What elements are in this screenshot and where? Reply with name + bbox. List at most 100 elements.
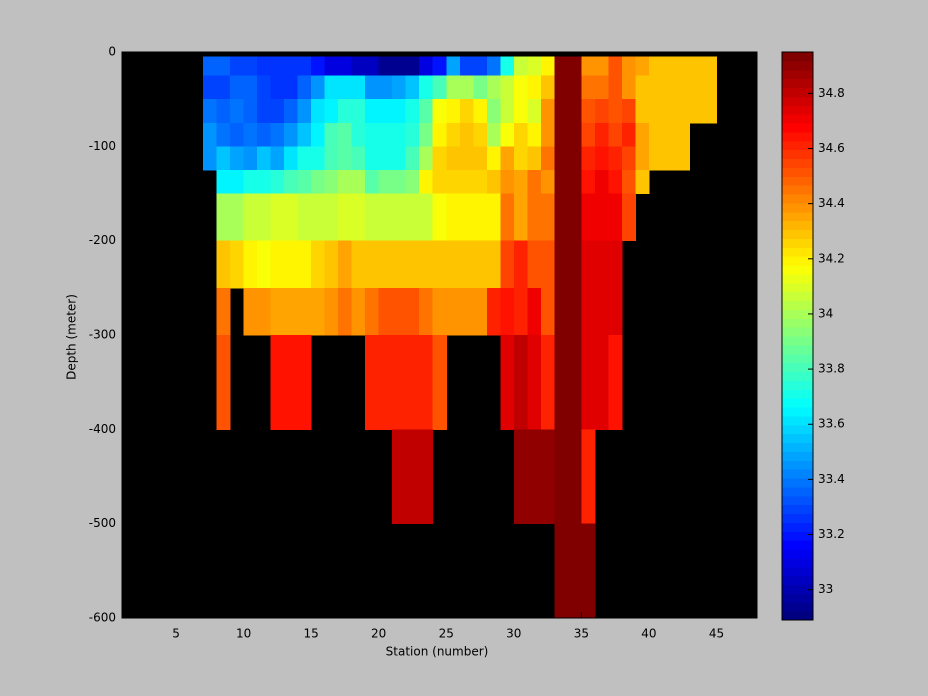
heatmap-cell xyxy=(270,169,285,194)
heatmap-cell xyxy=(446,169,461,194)
x-tick-label: 10 xyxy=(236,627,251,641)
colorbar-tick-label: 34.6 xyxy=(818,141,845,155)
heatmap-cell xyxy=(365,122,380,147)
heatmap-cell xyxy=(270,56,285,77)
heatmap-cell xyxy=(338,169,353,194)
colorbar-segment xyxy=(782,504,813,514)
heatmap-cell xyxy=(567,193,582,242)
colorbar-segment xyxy=(782,451,813,461)
heatmap-cell xyxy=(500,146,515,171)
heatmap-cell xyxy=(500,169,515,194)
heatmap-cell xyxy=(324,240,339,289)
heatmap-cell xyxy=(365,75,380,100)
heatmap-cell xyxy=(311,193,326,242)
heatmap-cell xyxy=(500,287,515,336)
heatmap-cell xyxy=(554,240,569,289)
colorbar-segment xyxy=(782,194,813,204)
heatmap-cell xyxy=(324,287,339,336)
heatmap-cell xyxy=(486,75,501,100)
heatmap-cell xyxy=(581,146,596,171)
heatmap-cell xyxy=(405,146,420,171)
heatmap-cell xyxy=(297,193,312,242)
heatmap-cell xyxy=(405,240,420,289)
heatmap-cell xyxy=(270,240,285,289)
heatmap-cell xyxy=(527,75,542,100)
heatmap-cell xyxy=(257,287,272,336)
heatmap-cell xyxy=(378,56,393,77)
heatmap-cell xyxy=(378,169,393,194)
heatmap-cell xyxy=(338,56,353,77)
heatmap-cell xyxy=(311,169,326,194)
colorbar-segment xyxy=(782,353,813,364)
colorbar-segment xyxy=(782,78,813,88)
heatmap-cell xyxy=(675,99,690,124)
heatmap-cell xyxy=(270,146,285,171)
heatmap-cell xyxy=(594,240,609,289)
heatmap-cell xyxy=(608,287,623,336)
heatmap-cell xyxy=(378,335,393,430)
heatmap-cell xyxy=(473,122,488,147)
heatmap-cell xyxy=(486,287,501,336)
colorbar-segment xyxy=(782,52,813,62)
heatmap-cell xyxy=(662,122,677,147)
heatmap-cell xyxy=(527,169,542,194)
heatmap-cell xyxy=(405,169,420,194)
heatmap-cell xyxy=(473,146,488,171)
heatmap-cell xyxy=(297,122,312,147)
heatmap-cell xyxy=(216,122,231,147)
colorbar-segment xyxy=(782,220,813,230)
heatmap-cell xyxy=(446,56,461,77)
heatmap-cell xyxy=(378,75,393,100)
x-tick-label: 45 xyxy=(709,627,724,641)
heatmap-cell xyxy=(675,122,690,147)
heatmap-cell xyxy=(432,240,447,289)
colorbar-segment xyxy=(782,123,813,133)
heatmap-cell xyxy=(567,287,582,336)
heatmap-cell xyxy=(284,146,299,171)
colorbar-segment xyxy=(782,584,813,594)
heatmap-cell xyxy=(257,122,272,147)
heatmap-cell xyxy=(527,122,542,147)
x-axis-label: Station (number) xyxy=(386,645,489,659)
heatmap-cell xyxy=(297,75,312,100)
heatmap-cell xyxy=(689,56,704,77)
heatmap-cell xyxy=(311,122,326,147)
colorbar-segment xyxy=(782,273,813,284)
heatmap-cell xyxy=(554,429,569,525)
x-tick-label: 15 xyxy=(304,627,319,641)
heatmap-cell xyxy=(540,75,555,100)
heatmap-cell xyxy=(203,122,218,147)
heatmap-cell xyxy=(621,56,636,77)
heatmap-cell xyxy=(648,122,663,147)
heatmap-cell xyxy=(365,146,380,171)
x-tick-label: 20 xyxy=(371,627,386,641)
y-tick-label: -600 xyxy=(89,611,116,625)
heatmap-cell xyxy=(446,146,461,171)
heatmap-cell xyxy=(432,169,447,194)
heatmap-cell xyxy=(486,146,501,171)
heatmap-cell xyxy=(554,169,569,194)
x-tick-label: 5 xyxy=(172,627,180,641)
heatmap-cell xyxy=(554,146,569,171)
heatmap-cell xyxy=(257,193,272,242)
heatmap-cell xyxy=(311,240,326,289)
heatmap-cell xyxy=(594,169,609,194)
heatmap-cell xyxy=(689,75,704,100)
heatmap-cell xyxy=(405,122,420,147)
heatmap-cell xyxy=(351,99,366,124)
colorbar-segment xyxy=(782,371,813,381)
heatmap-cell xyxy=(230,75,245,100)
heatmap-cell xyxy=(324,122,339,147)
heatmap-cell xyxy=(513,99,528,124)
heatmap-cell xyxy=(392,335,407,430)
y-tick-label: 0 xyxy=(108,45,116,59)
heatmap-cell xyxy=(243,287,258,336)
heatmap-cell xyxy=(675,56,690,77)
heatmap-cell xyxy=(365,193,380,242)
heatmap-cell xyxy=(540,56,555,77)
heatmap-cell xyxy=(392,169,407,194)
heatmap-cell xyxy=(284,122,299,147)
heatmap-cell xyxy=(459,287,474,336)
heatmap-cell xyxy=(608,240,623,289)
